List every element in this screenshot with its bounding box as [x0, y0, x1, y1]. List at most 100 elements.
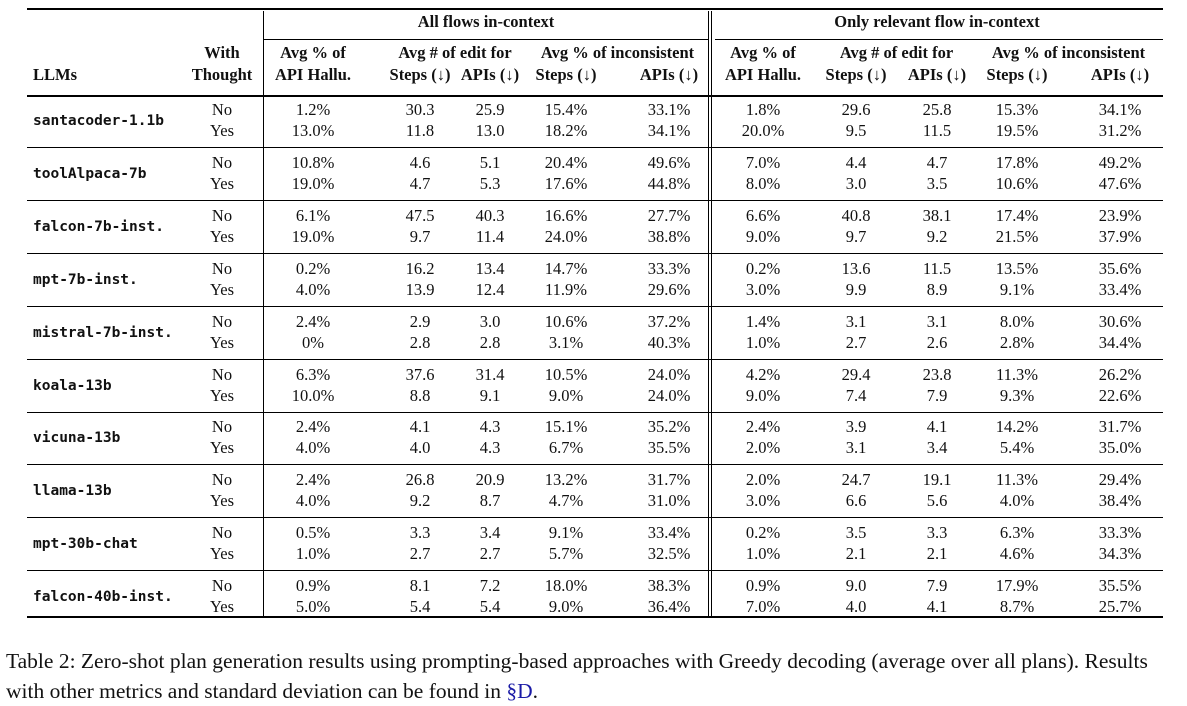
value-cell: 9.3% [999, 385, 1035, 405]
value-cell: 11.5 [922, 121, 952, 140]
rel-incons-steps-header: Steps (↓) [986, 65, 1048, 84]
model-name: santacoder-1.1b [33, 113, 164, 129]
value-cell: 5.7% [548, 544, 584, 564]
value-cell: 9.0% [745, 385, 781, 405]
value-cell: 3.4 [479, 523, 501, 543]
value-cell: 1.8% [745, 100, 781, 119]
value-cell: 29.4% [1098, 470, 1142, 490]
group-all-underline [263, 39, 708, 40]
value-cell: 0.9% [745, 576, 781, 596]
thought-yes-label: Yes [209, 438, 234, 458]
value-cell: 20.0% [741, 121, 785, 140]
table-row: llama-13b No 2.4% 26.8 20.9 13.2% 31.7% 2.0% 24.… [27, 469, 1163, 499]
table-row: falcon-40b-inst. No 0.9% 8.1 7.2 18.0% 38.3% 0.… [27, 575, 1163, 605]
value-cell: 37.2% [647, 311, 691, 331]
rel-hallu-header-top: Avg % of [730, 43, 796, 62]
value-cell: 3.5 [845, 523, 867, 543]
value-cell: 40.3 [475, 205, 505, 225]
value-cell: 2.8% [999, 332, 1035, 352]
value-cell: 0% [302, 332, 324, 352]
table-row: Yes 1.0% 2.7 2.7 5.7% 32.5% 1.0% 2.1 2.1 4.6% 34.3… [27, 543, 1163, 565]
appendix-link[interactable]: §D [506, 679, 533, 703]
value-cell: 17.8% [995, 152, 1039, 172]
thought-no-label: No [211, 470, 233, 490]
value-cell: 4.0% [295, 491, 331, 511]
caption-text: Table 2: Zero-shot plan generation resul… [6, 649, 1148, 703]
value-cell: 4.1 [926, 417, 948, 437]
table-row: Yes 10.0% 8.8 9.1 9.0% 24.0% 9.0% 7.4 7.9 9.3% 22.… [27, 385, 1163, 407]
llms-header: LLMs [33, 65, 78, 84]
table-row: Yes 4.0% 4.0 4.3 6.7% 35.5% 2.0% 3.1 3.4 5.4% 35.0… [27, 437, 1163, 459]
model-name: vicuna-13b [33, 430, 121, 447]
table-row: Yes 0% 2.8 2.8 3.1% 40.3% 1.0% 2.7 2.6 2.8% 34.4% [27, 332, 1163, 354]
value-cell: 5.3 [479, 173, 501, 193]
value-cell: 4.6 [409, 152, 431, 172]
thought-yes-label: Yes [209, 279, 234, 299]
vsep-group-a [708, 11, 709, 618]
value-cell: 35.6% [1098, 258, 1142, 278]
value-cell: 1.2% [295, 100, 331, 119]
value-cell: 49.2% [1098, 152, 1142, 172]
value-cell: 2.4% [295, 417, 331, 437]
header-row-bottom: Thought LLMs API Hallu. Steps (↓) APIs (↓) St… [27, 64, 1163, 86]
thought-no-label: No [211, 100, 233, 119]
value-cell: 3.1 [845, 311, 867, 331]
top-rule [27, 8, 1163, 10]
value-cell: 15.3% [995, 100, 1039, 119]
thought-yes-label: Yes [209, 491, 234, 511]
value-cell: 9.0 [845, 576, 867, 596]
value-cell: 22.6% [1098, 385, 1142, 405]
with-thought-header-top: With [204, 43, 240, 62]
value-cell: 4.6% [999, 544, 1035, 564]
model-name: koala-13b [33, 377, 112, 394]
value-cell: 4.0 [845, 597, 867, 617]
value-cell: 11.9% [544, 279, 587, 299]
value-cell: 4.4 [845, 152, 867, 172]
value-cell: 8.0% [745, 173, 781, 193]
value-cell: 9.2 [926, 226, 948, 246]
value-cell: 44.8% [647, 173, 691, 193]
value-cell: 0.5% [295, 523, 331, 543]
thought-yes-label: Yes [209, 173, 234, 193]
model-name: mpt-30b-chat [33, 536, 138, 553]
group-rel-underline [715, 39, 1163, 40]
thought-yes-label: Yes [209, 544, 234, 564]
value-cell: 37.6 [405, 364, 435, 384]
value-cell: 5.4 [409, 597, 431, 617]
value-cell: 40.3% [647, 332, 691, 352]
value-cell: 11.3% [995, 470, 1038, 490]
value-cell: 6.3% [295, 364, 331, 384]
all-incons-apis-header: APIs (↓) [639, 65, 699, 84]
value-cell: 3.3 [409, 523, 431, 543]
thought-no-label: No [211, 152, 233, 172]
value-cell: 27.7% [647, 205, 691, 225]
value-cell: 13.0% [291, 121, 335, 140]
value-cell: 9.1% [999, 279, 1035, 299]
value-cell: 3.1 [926, 311, 948, 331]
value-cell: 0.2% [745, 523, 781, 543]
value-cell: 31.2% [1098, 121, 1142, 140]
value-cell: 26.8 [405, 470, 435, 490]
value-cell: 38.1 [922, 205, 952, 225]
value-cell: 2.7 [479, 544, 501, 564]
value-cell: 2.0% [745, 438, 781, 458]
value-cell: 40.8 [841, 205, 871, 225]
value-cell: 7.9 [926, 576, 948, 596]
row-separator [27, 517, 1163, 519]
model-name: falcon-40b-inst. [33, 589, 173, 606]
rel-edit-steps-header: Steps (↓) [825, 65, 887, 84]
value-cell: 6.7% [548, 438, 584, 458]
value-cell: 36.4% [647, 597, 691, 617]
value-cell: 2.7 [409, 544, 431, 564]
value-cell: 11.4 [475, 226, 505, 246]
thought-yes-label: Yes [209, 385, 234, 405]
table-row: vicuna-13b No 2.4% 4.1 4.3 15.1% 35.2% 2.4% 3.9 4… [27, 416, 1163, 446]
value-cell: 10.5% [544, 364, 588, 384]
value-cell: 9.2 [409, 491, 431, 511]
value-cell: 23.8 [922, 364, 952, 384]
value-cell: 47.5 [405, 205, 435, 225]
value-cell: 10.0% [291, 385, 335, 405]
all-edit-steps-header: Steps (↓) [389, 65, 451, 84]
row-separator [27, 305, 1163, 307]
value-cell: 32.5% [647, 544, 691, 564]
